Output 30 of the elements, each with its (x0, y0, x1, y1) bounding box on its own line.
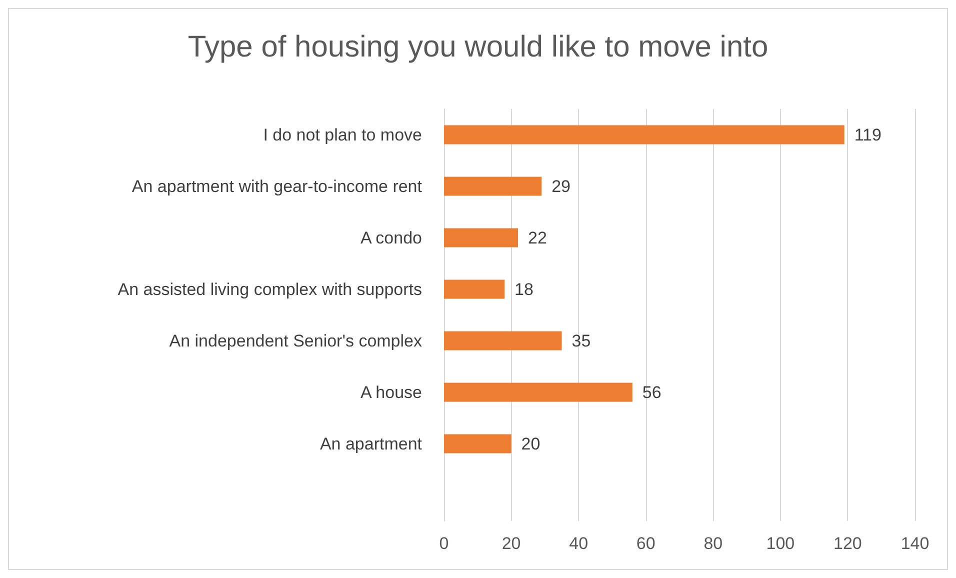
data-label: 18 (514, 280, 534, 299)
x-tick-label: 120 (834, 534, 862, 553)
y-tick-label: An apartment (320, 434, 422, 454)
bar (444, 228, 518, 248)
bar (444, 331, 562, 350)
y-tick-label: I do not plan to move (263, 125, 422, 144)
x-tick-label: 40 (569, 534, 588, 553)
x-tick-label: 20 (502, 534, 521, 553)
data-label: 22 (528, 228, 547, 248)
y-tick-label: A house (360, 382, 422, 402)
data-label: 56 (642, 382, 662, 402)
y-tick-label: A condo (360, 228, 422, 248)
data-label: 29 (552, 176, 570, 196)
y-tick-label: An independent Senior's complex (169, 331, 422, 350)
bar (444, 434, 512, 454)
bar (444, 176, 542, 196)
data-label: 20 (521, 434, 540, 454)
y-tick-label: An apartment with gear-to-income rent (132, 176, 422, 196)
data-label: 119 (854, 125, 882, 144)
bar (444, 280, 505, 299)
data-label: 35 (572, 331, 591, 350)
y-tick-label: An assisted living complex with supports (118, 280, 422, 299)
x-tick-label: 0 (439, 534, 449, 553)
x-tick-label: 140 (900, 534, 930, 553)
x-tick-label: 60 (636, 534, 656, 553)
bar (444, 382, 632, 402)
x-tick-label: 100 (766, 534, 795, 553)
bar (444, 125, 844, 144)
chart-title: Type of housing you would like to move into (188, 30, 768, 64)
x-tick-label: 80 (704, 534, 723, 553)
